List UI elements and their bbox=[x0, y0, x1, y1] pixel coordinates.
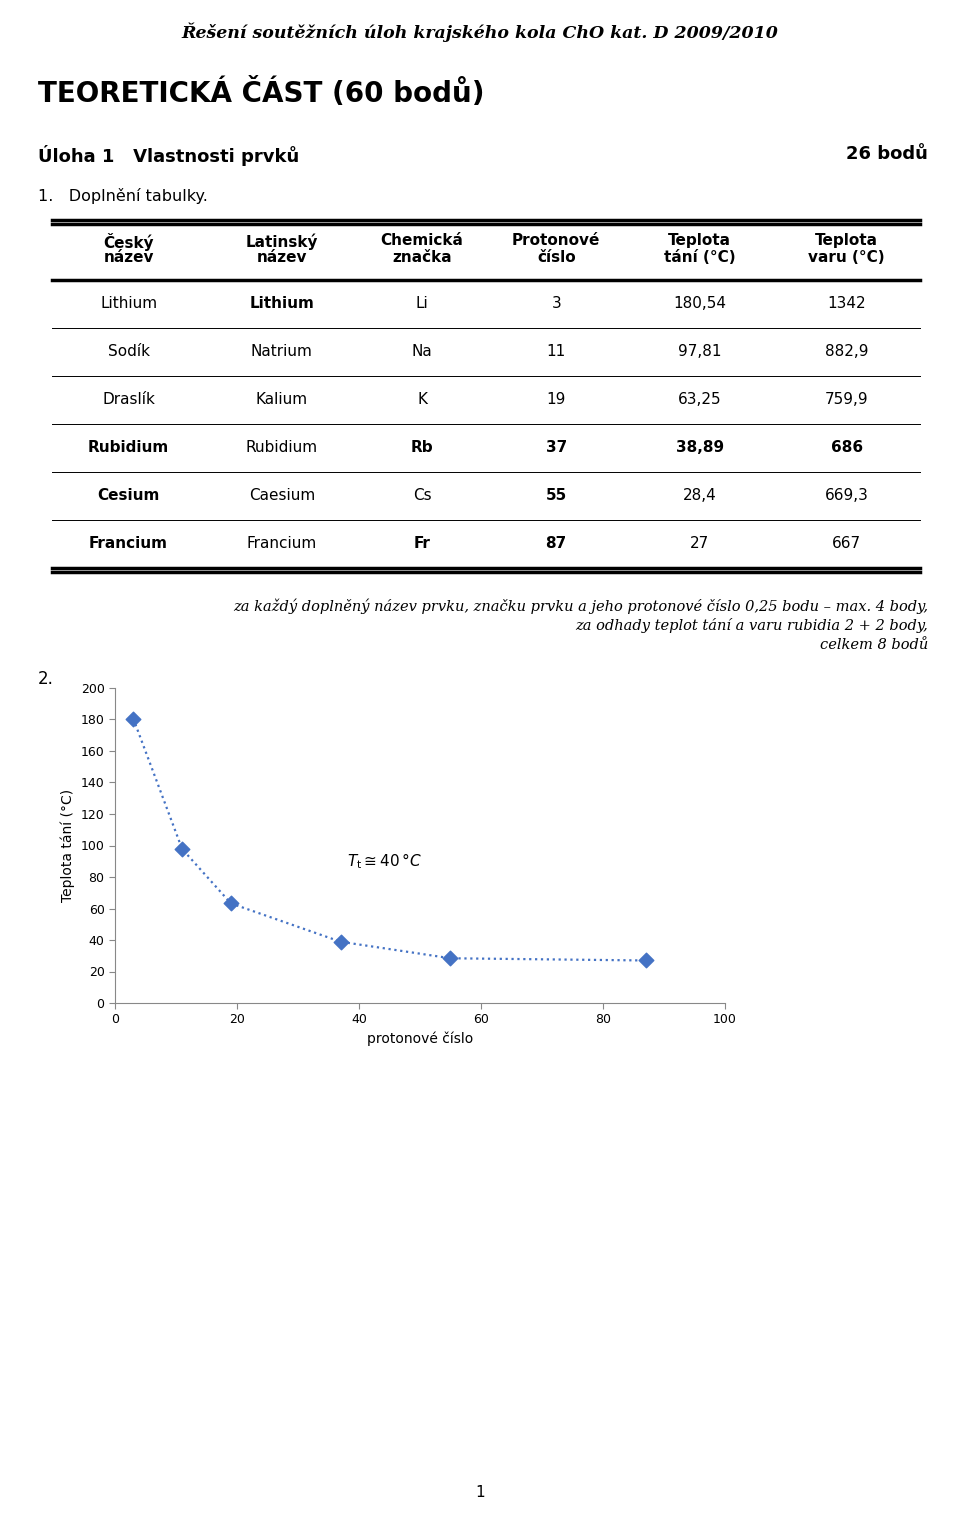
Text: 11: 11 bbox=[546, 344, 565, 359]
Text: Rubidium: Rubidium bbox=[88, 440, 169, 455]
Text: Latinský: Latinský bbox=[246, 232, 318, 249]
Y-axis label: Teplota tání (°C): Teplota tání (°C) bbox=[60, 788, 75, 902]
Text: Řešení soutěžních úloh krajského kola ChO kat. D 2009/2010: Řešení soutěžních úloh krajského kola Ch… bbox=[181, 21, 779, 41]
Point bbox=[638, 949, 654, 973]
Text: Fr: Fr bbox=[414, 536, 431, 552]
Text: Chemická: Chemická bbox=[381, 232, 464, 248]
Text: značka: značka bbox=[393, 251, 452, 264]
Text: název: název bbox=[256, 251, 307, 264]
Text: celkem 8 bodů: celkem 8 bodů bbox=[820, 639, 928, 652]
Text: Draslík: Draslík bbox=[102, 393, 155, 408]
Point bbox=[175, 837, 190, 862]
Point bbox=[443, 946, 458, 970]
Text: 87: 87 bbox=[545, 536, 566, 552]
Text: Rb: Rb bbox=[411, 440, 434, 455]
Text: TEORETICKÁ ČÁST (60 bodů): TEORETICKÁ ČÁST (60 bodů) bbox=[38, 78, 485, 108]
Text: 2.: 2. bbox=[38, 669, 54, 688]
X-axis label: protonové číslo: protonové číslo bbox=[367, 1031, 473, 1047]
Text: 667: 667 bbox=[832, 536, 861, 552]
Text: 55: 55 bbox=[545, 489, 566, 504]
Text: 37: 37 bbox=[545, 440, 566, 455]
Text: Rubidium: Rubidium bbox=[246, 440, 318, 455]
Text: Francium: Francium bbox=[247, 536, 317, 552]
Text: 63,25: 63,25 bbox=[678, 393, 722, 408]
Text: Sodík: Sodík bbox=[108, 344, 150, 359]
Text: K: K bbox=[418, 393, 427, 408]
Text: Teplota: Teplota bbox=[668, 232, 732, 248]
Text: číslo: číslo bbox=[537, 251, 575, 264]
Text: tání (°C): tání (°C) bbox=[664, 251, 735, 264]
Text: 26 bodů: 26 bodů bbox=[846, 145, 928, 163]
Text: Natrium: Natrium bbox=[251, 344, 313, 359]
Text: $T_\mathrm{t} \cong 40\,°C$: $T_\mathrm{t} \cong 40\,°C$ bbox=[347, 851, 421, 871]
Text: Lithium: Lithium bbox=[250, 296, 314, 312]
Point bbox=[333, 929, 348, 953]
Text: za každý doplněný název prvku, značku prvku a jeho protonové číslo 0,25 bodu – m: za každý doplněný název prvku, značku pr… bbox=[233, 597, 928, 614]
Text: název: název bbox=[104, 251, 154, 264]
Text: 97,81: 97,81 bbox=[678, 344, 722, 359]
Text: Na: Na bbox=[412, 344, 433, 359]
Text: 28,4: 28,4 bbox=[683, 489, 717, 504]
Text: 759,9: 759,9 bbox=[825, 393, 869, 408]
Text: varu (°C): varu (°C) bbox=[808, 251, 885, 264]
Text: Český: Český bbox=[104, 232, 154, 251]
Text: Francium: Francium bbox=[89, 536, 168, 552]
Text: Protonové: Protonové bbox=[512, 232, 600, 248]
Text: 669,3: 669,3 bbox=[825, 489, 869, 504]
Text: 1: 1 bbox=[475, 1485, 485, 1500]
Text: 686: 686 bbox=[830, 440, 863, 455]
Text: 27: 27 bbox=[690, 536, 709, 552]
Text: Lithium: Lithium bbox=[100, 296, 157, 312]
Text: za odhady teplot tání a varu rubidia 2 + 2 body,: za odhady teplot tání a varu rubidia 2 +… bbox=[575, 617, 928, 633]
Text: Kalium: Kalium bbox=[255, 393, 308, 408]
Text: 19: 19 bbox=[546, 393, 565, 408]
Text: Caesium: Caesium bbox=[249, 489, 315, 504]
Text: 180,54: 180,54 bbox=[673, 296, 727, 312]
Text: Li: Li bbox=[416, 296, 428, 312]
Point bbox=[126, 706, 141, 730]
Text: 1.   Doplnění tabulky.: 1. Doplnění tabulky. bbox=[38, 188, 208, 205]
Text: Cesium: Cesium bbox=[97, 489, 159, 504]
Text: 3: 3 bbox=[551, 296, 561, 312]
Text: Teplota: Teplota bbox=[815, 232, 878, 248]
Text: 882,9: 882,9 bbox=[825, 344, 869, 359]
Text: Cs: Cs bbox=[413, 489, 431, 504]
Text: 38,89: 38,89 bbox=[676, 440, 724, 455]
Point bbox=[224, 891, 239, 915]
Text: Úloha 1   Vlastnosti prvků: Úloha 1 Vlastnosti prvků bbox=[38, 145, 300, 167]
Text: 1342: 1342 bbox=[828, 296, 866, 312]
